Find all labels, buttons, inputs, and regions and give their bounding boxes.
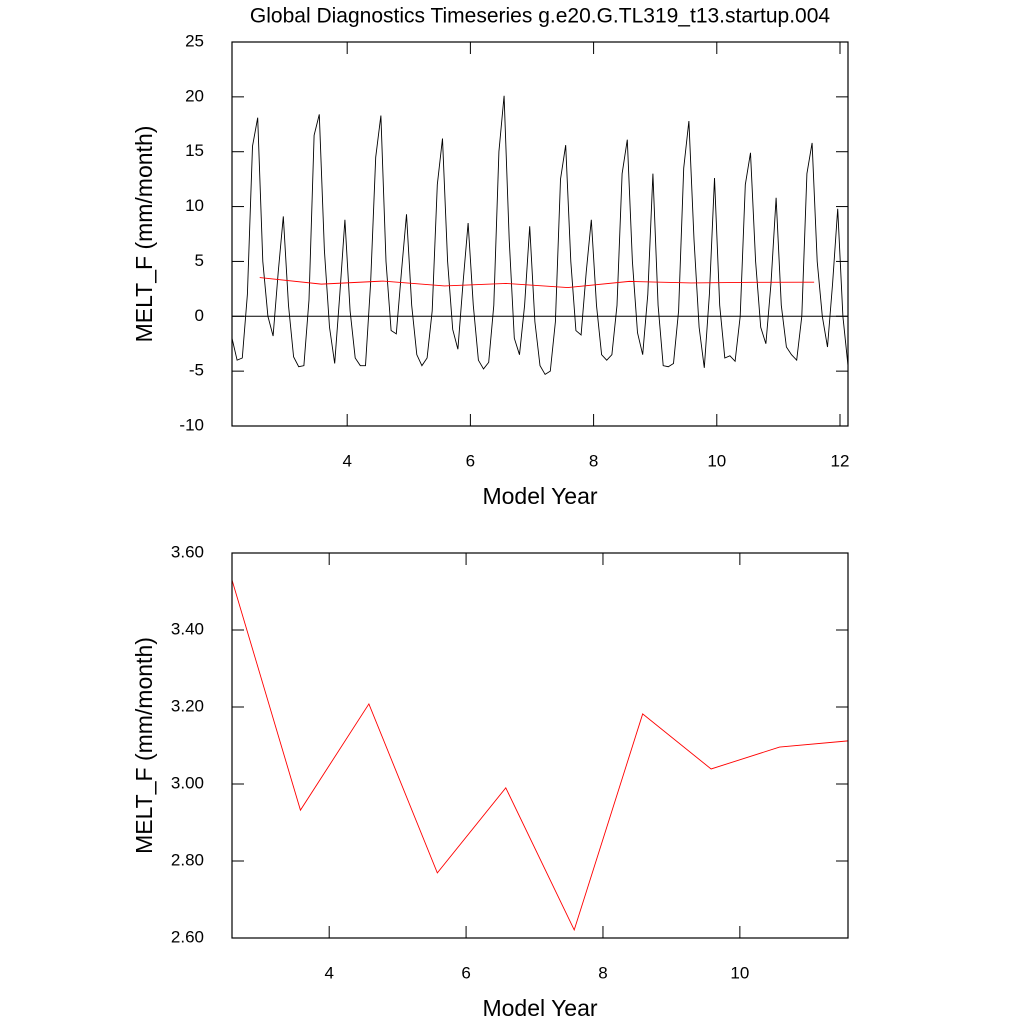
- y-tick-label: 3.20: [171, 696, 204, 715]
- x-tick-label: 6: [461, 963, 470, 982]
- y-tick-label: 0: [195, 306, 204, 325]
- y-axis-label: MELT_F (mm/month): [131, 126, 157, 343]
- y-tick-label: 2.60: [171, 927, 204, 946]
- x-tick-label: 8: [589, 451, 598, 470]
- y-tick-label: 15: [185, 141, 204, 160]
- panel: 2.60 2.80 3.00 3.20 3.40 3.60 4 6 8 10 Model Year M…: [131, 542, 849, 1021]
- y-tick-label: 5: [195, 251, 204, 270]
- y-tick-label: -5: [189, 361, 204, 380]
- series-line: [231, 95, 849, 376]
- x-tick-label: 12: [831, 451, 850, 470]
- chart-title: Global Diagnostics Timeseries g.e20.G.TL…: [250, 5, 830, 28]
- plot-frame: [231, 41, 849, 427]
- y-tick-label: 3.40: [171, 619, 204, 638]
- y-tick-label: 2.80: [171, 850, 204, 869]
- y-tick-label: 25: [185, 31, 204, 50]
- y-tick-label: 20: [185, 86, 204, 105]
- series-line: [259, 277, 815, 288]
- x-tick-label: 4: [342, 451, 351, 470]
- y-tick-label: -10: [179, 415, 204, 434]
- x-tick-label: 10: [730, 963, 749, 982]
- x-tick-label: 8: [598, 963, 607, 982]
- y-tick-label: 3.60: [171, 542, 204, 561]
- panel: Global Diagnostics Timeseries g.e20.G.TL…: [131, 5, 849, 510]
- x-tick-label: 6: [466, 451, 475, 470]
- y-axis-label: MELT_F (mm/month): [131, 637, 157, 854]
- y-tick-label: 3.00: [171, 773, 204, 792]
- plot-frame: [231, 552, 849, 939]
- x-axis-label: Model Year: [482, 483, 597, 509]
- x-tick-label: 10: [707, 451, 726, 470]
- x-axis-label: Model Year: [482, 995, 597, 1021]
- y-tick-label: 10: [185, 196, 204, 215]
- x-tick-label: 4: [324, 963, 333, 982]
- series-line: [231, 579, 849, 932]
